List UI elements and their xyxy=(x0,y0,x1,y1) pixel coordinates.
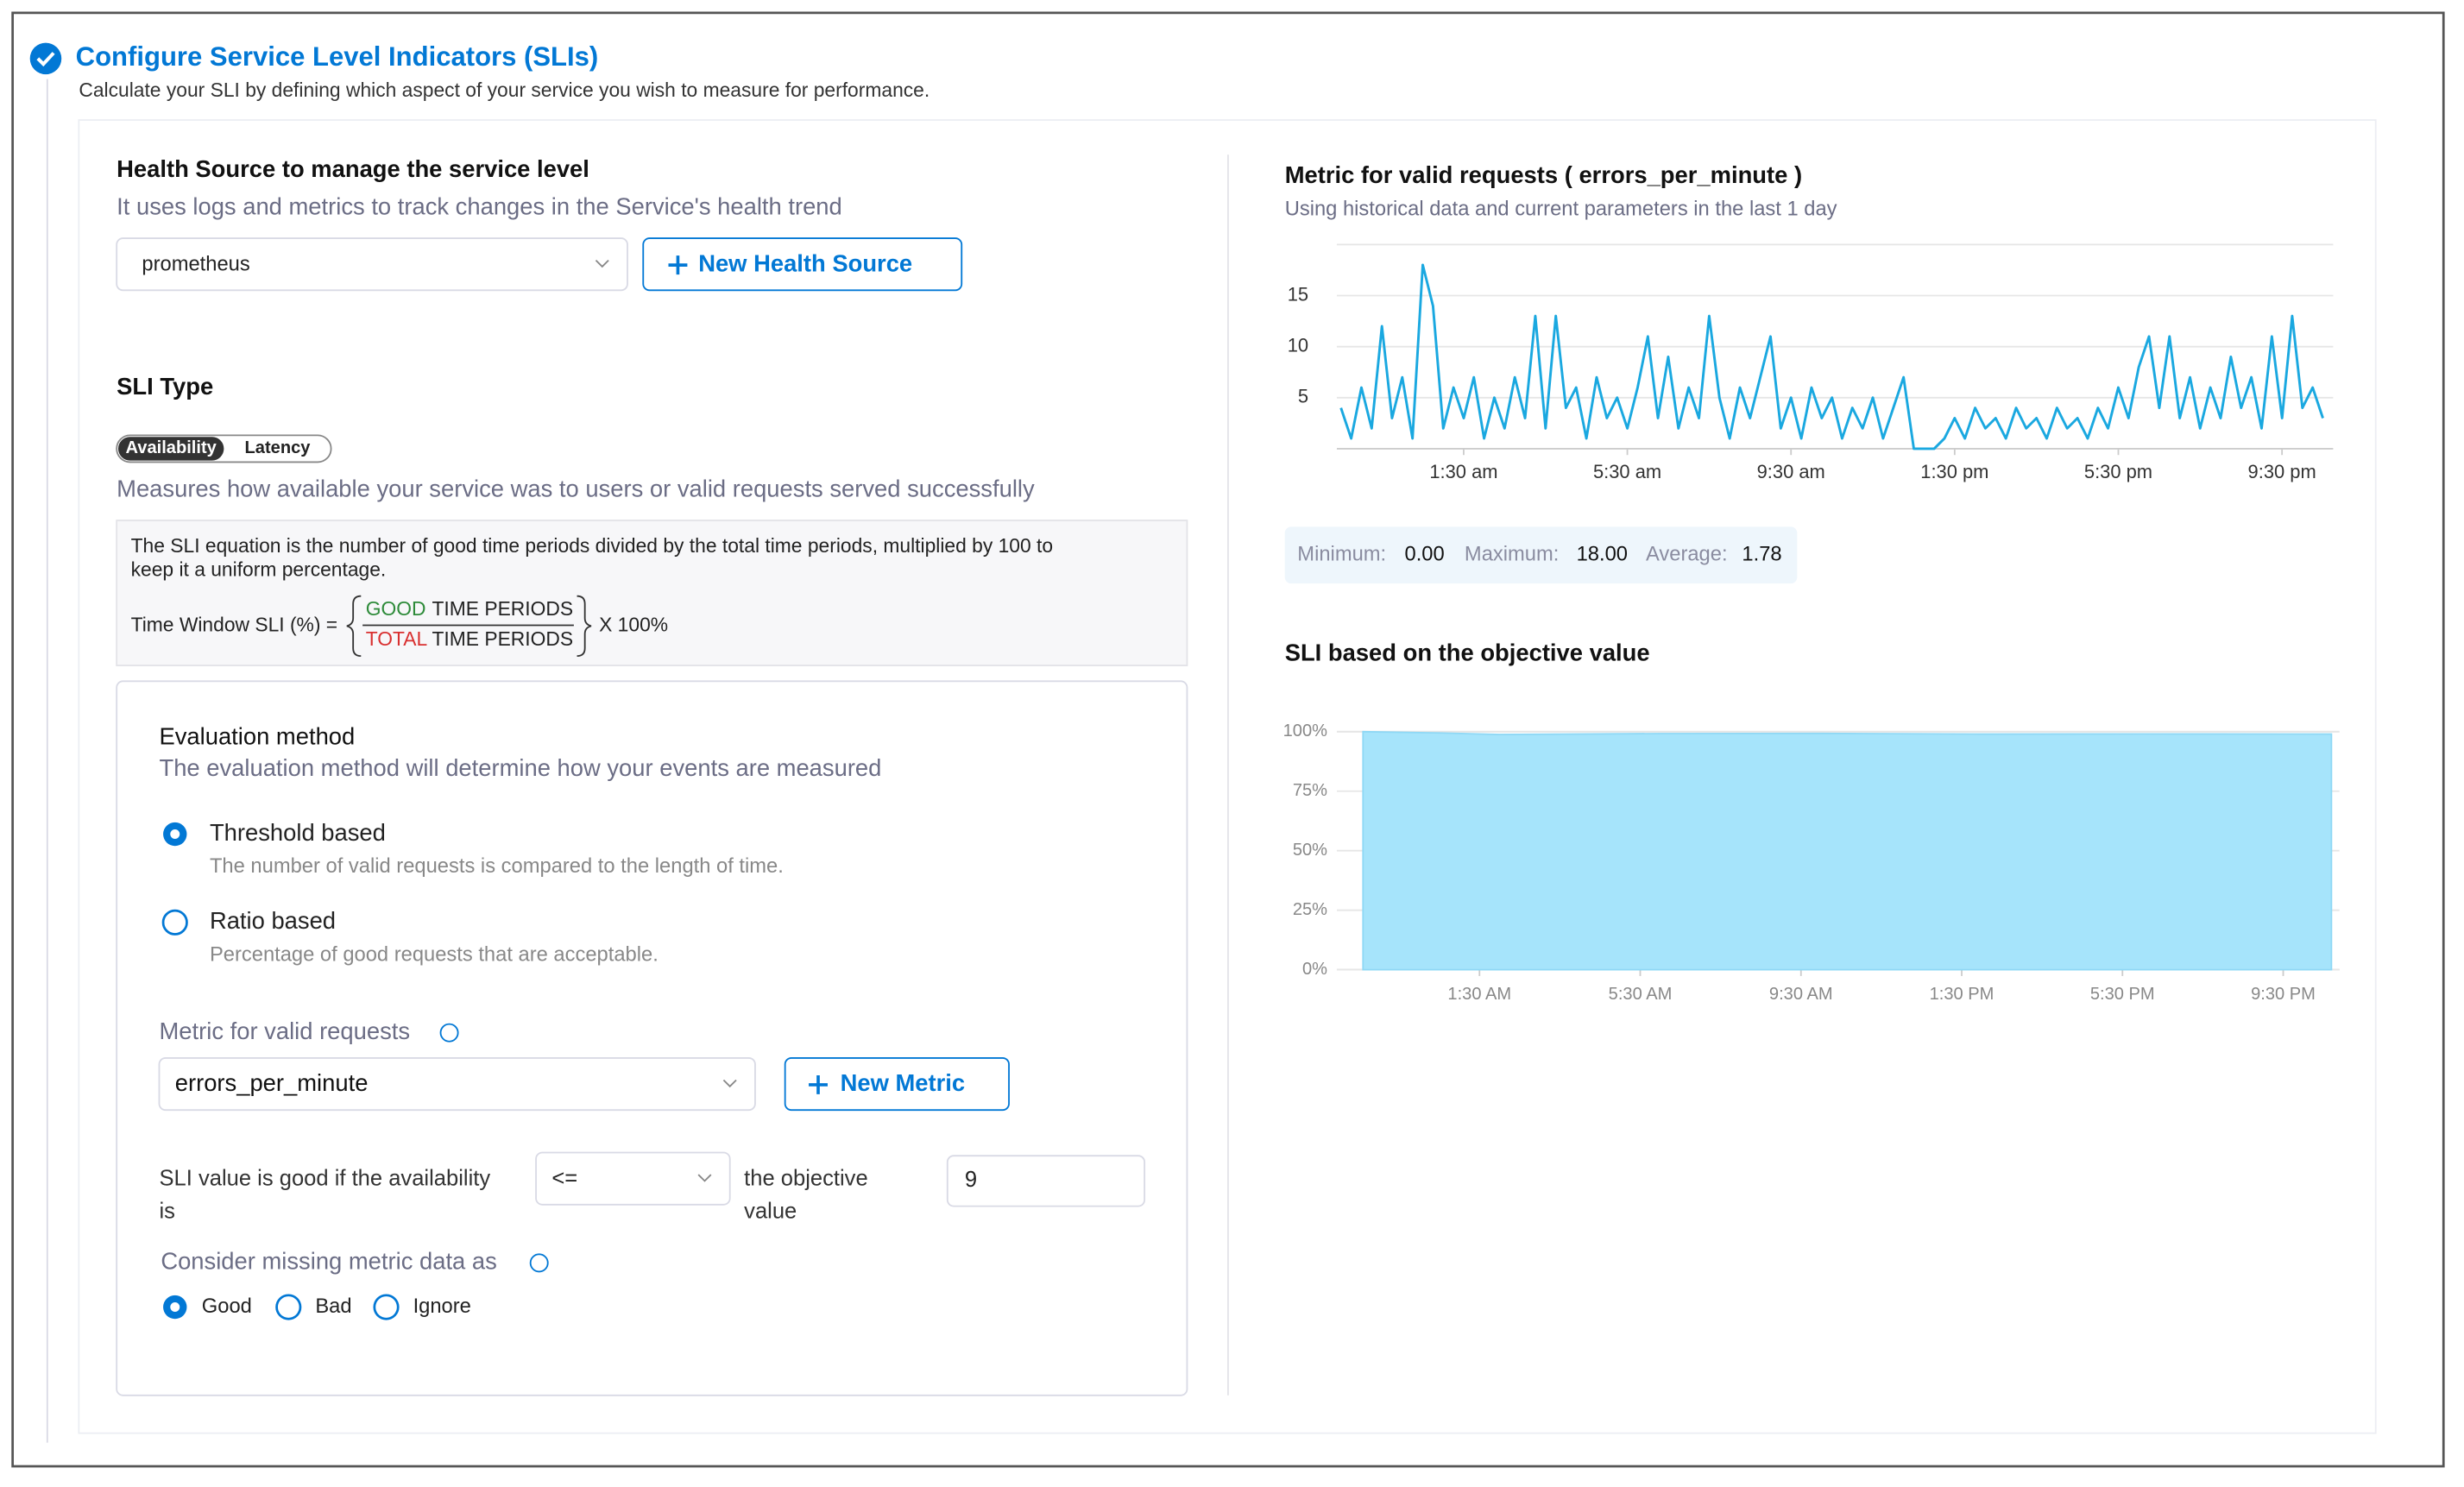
radio-label: Ignore xyxy=(413,1295,471,1318)
chart-subtitle: Using historical data and current parame… xyxy=(1285,198,1837,220)
objective-input[interactable] xyxy=(946,1155,1146,1207)
section-subtitle: The evaluation method will determine how… xyxy=(159,754,881,781)
objective-label: the objective xyxy=(744,1166,868,1190)
radio-label: Good xyxy=(202,1295,252,1318)
metric-select[interactable] xyxy=(158,1056,756,1112)
y-tick-label: 100% xyxy=(1283,721,1327,740)
section-title: Evaluation method xyxy=(159,722,355,749)
brace xyxy=(346,595,362,658)
section-title: Health Source to manage the service leve… xyxy=(117,155,589,182)
x-tick-label: 1:30 AM xyxy=(1447,985,1511,1004)
info-icon[interactable] xyxy=(529,1253,549,1273)
stat-value: 18.00 xyxy=(1577,543,1628,565)
select-value: prometheus xyxy=(142,253,249,275)
condition-label: is xyxy=(159,1200,174,1224)
equation-total: TOTAL xyxy=(366,627,427,650)
toggle-active[interactable] xyxy=(117,437,224,461)
new-metric-button[interactable] xyxy=(784,1056,1010,1112)
toggle-option[interactable]: Latency xyxy=(245,438,312,457)
equation-lhs: Time Window SLI (%) = xyxy=(131,613,338,635)
new-health-source-button[interactable] xyxy=(642,237,963,292)
page-title: Configure Service Level Indicators (SLIs… xyxy=(76,41,599,72)
y-tick-label: 15 xyxy=(1288,283,1308,305)
x-tick-label: 1:30 pm xyxy=(1920,461,1988,482)
x-tick-label: 9:30 AM xyxy=(1769,985,1833,1004)
stat-value: 0.00 xyxy=(1405,543,1445,565)
x-tick-label: 9:30 am xyxy=(1757,461,1825,482)
radio[interactable] xyxy=(275,1294,302,1320)
x-tick-label: 9:30 pm xyxy=(2248,461,2316,482)
y-tick-label: 0% xyxy=(1302,960,1327,979)
equation-periods: TIME PERIODS xyxy=(432,627,573,650)
data-area xyxy=(1362,730,2333,971)
stat-label: Minimum: xyxy=(1297,543,1386,565)
equation-note: The SLI equation is the number of good t… xyxy=(131,534,1053,557)
x-tick-label: 1:30 PM xyxy=(1930,985,1995,1004)
radio-dot xyxy=(170,1302,180,1312)
radio-description: Percentage of good requests that are acc… xyxy=(210,943,659,966)
objective-label: value xyxy=(744,1200,797,1224)
brace xyxy=(577,595,592,658)
y-tick-label: 75% xyxy=(1293,781,1327,800)
radio-description: The number of valid requests is compared… xyxy=(210,855,784,878)
data-line xyxy=(1339,263,2324,451)
evaluation-box xyxy=(116,680,1188,1396)
radio-label: Ratio based xyxy=(210,907,336,934)
equation-note: keep it a uniform percentage. xyxy=(131,558,387,581)
radio-label: Threshold based xyxy=(210,819,386,846)
select-value: errors_per_minute xyxy=(175,1069,369,1096)
chart-title: SLI based on the objective value xyxy=(1285,640,1650,666)
stat-value: 1.78 xyxy=(1742,543,1781,565)
x-tick-label: 5:30 PM xyxy=(2090,985,2155,1004)
condition-label: SLI value is good if the availability xyxy=(159,1166,490,1190)
operator-select[interactable] xyxy=(535,1151,731,1206)
plus-icon xyxy=(809,1075,828,1094)
select-value: <= xyxy=(551,1166,577,1190)
x-tick-label: 9:30 PM xyxy=(2251,985,2316,1004)
section-subtitle: It uses logs and metrics to track change… xyxy=(117,193,842,220)
chevron xyxy=(595,259,609,268)
step-check xyxy=(29,42,62,75)
equation-good: GOOD xyxy=(366,597,426,620)
y-tick-label: 5 xyxy=(1298,386,1308,407)
y-tick-label: 10 xyxy=(1288,334,1308,356)
button-label: New Health Source xyxy=(698,249,912,276)
x-tick-label: 5:30 pm xyxy=(2084,461,2152,482)
x-tick-label: 1:30 am xyxy=(1429,461,1497,482)
radio[interactable] xyxy=(161,909,188,936)
check-glyph xyxy=(36,52,55,67)
info-icon[interactable] xyxy=(439,1023,459,1043)
sli-type-description: Measures how available your service was … xyxy=(117,476,1035,502)
y-tick-label: 25% xyxy=(1293,900,1327,919)
chevron xyxy=(722,1079,737,1088)
stat-label: Maximum: xyxy=(1465,543,1559,565)
field-label: Metric for valid requests xyxy=(159,1018,410,1044)
plus-icon xyxy=(668,255,688,275)
equation-periods: TIME PERIODS xyxy=(432,597,573,620)
page-subtitle: Calculate your SLI by defining which asp… xyxy=(79,79,930,101)
chevron xyxy=(697,1174,712,1182)
radio-dot xyxy=(170,829,180,840)
stat-label: Average: xyxy=(1646,543,1728,565)
button-label: New Metric xyxy=(841,1069,966,1096)
input-value: 9 xyxy=(965,1168,977,1192)
x-tick-label: 5:30 am xyxy=(1593,461,1661,482)
radio-label: Bad xyxy=(315,1295,351,1318)
x-tick-label: 5:30 AM xyxy=(1609,985,1673,1004)
chart-title: Metric for valid requests ( errors_per_m… xyxy=(1285,161,1802,188)
y-tick-label: 50% xyxy=(1293,841,1327,860)
stats-box xyxy=(1284,526,1798,584)
field-label: Consider missing metric data as xyxy=(161,1248,496,1275)
radio[interactable] xyxy=(373,1294,400,1320)
health-source-select[interactable] xyxy=(116,237,628,292)
equation-multiplier: X 100% xyxy=(599,613,668,635)
equation-box xyxy=(116,520,1188,666)
toggle-option: Availability xyxy=(126,438,217,457)
section-title: SLI Type xyxy=(117,373,213,400)
